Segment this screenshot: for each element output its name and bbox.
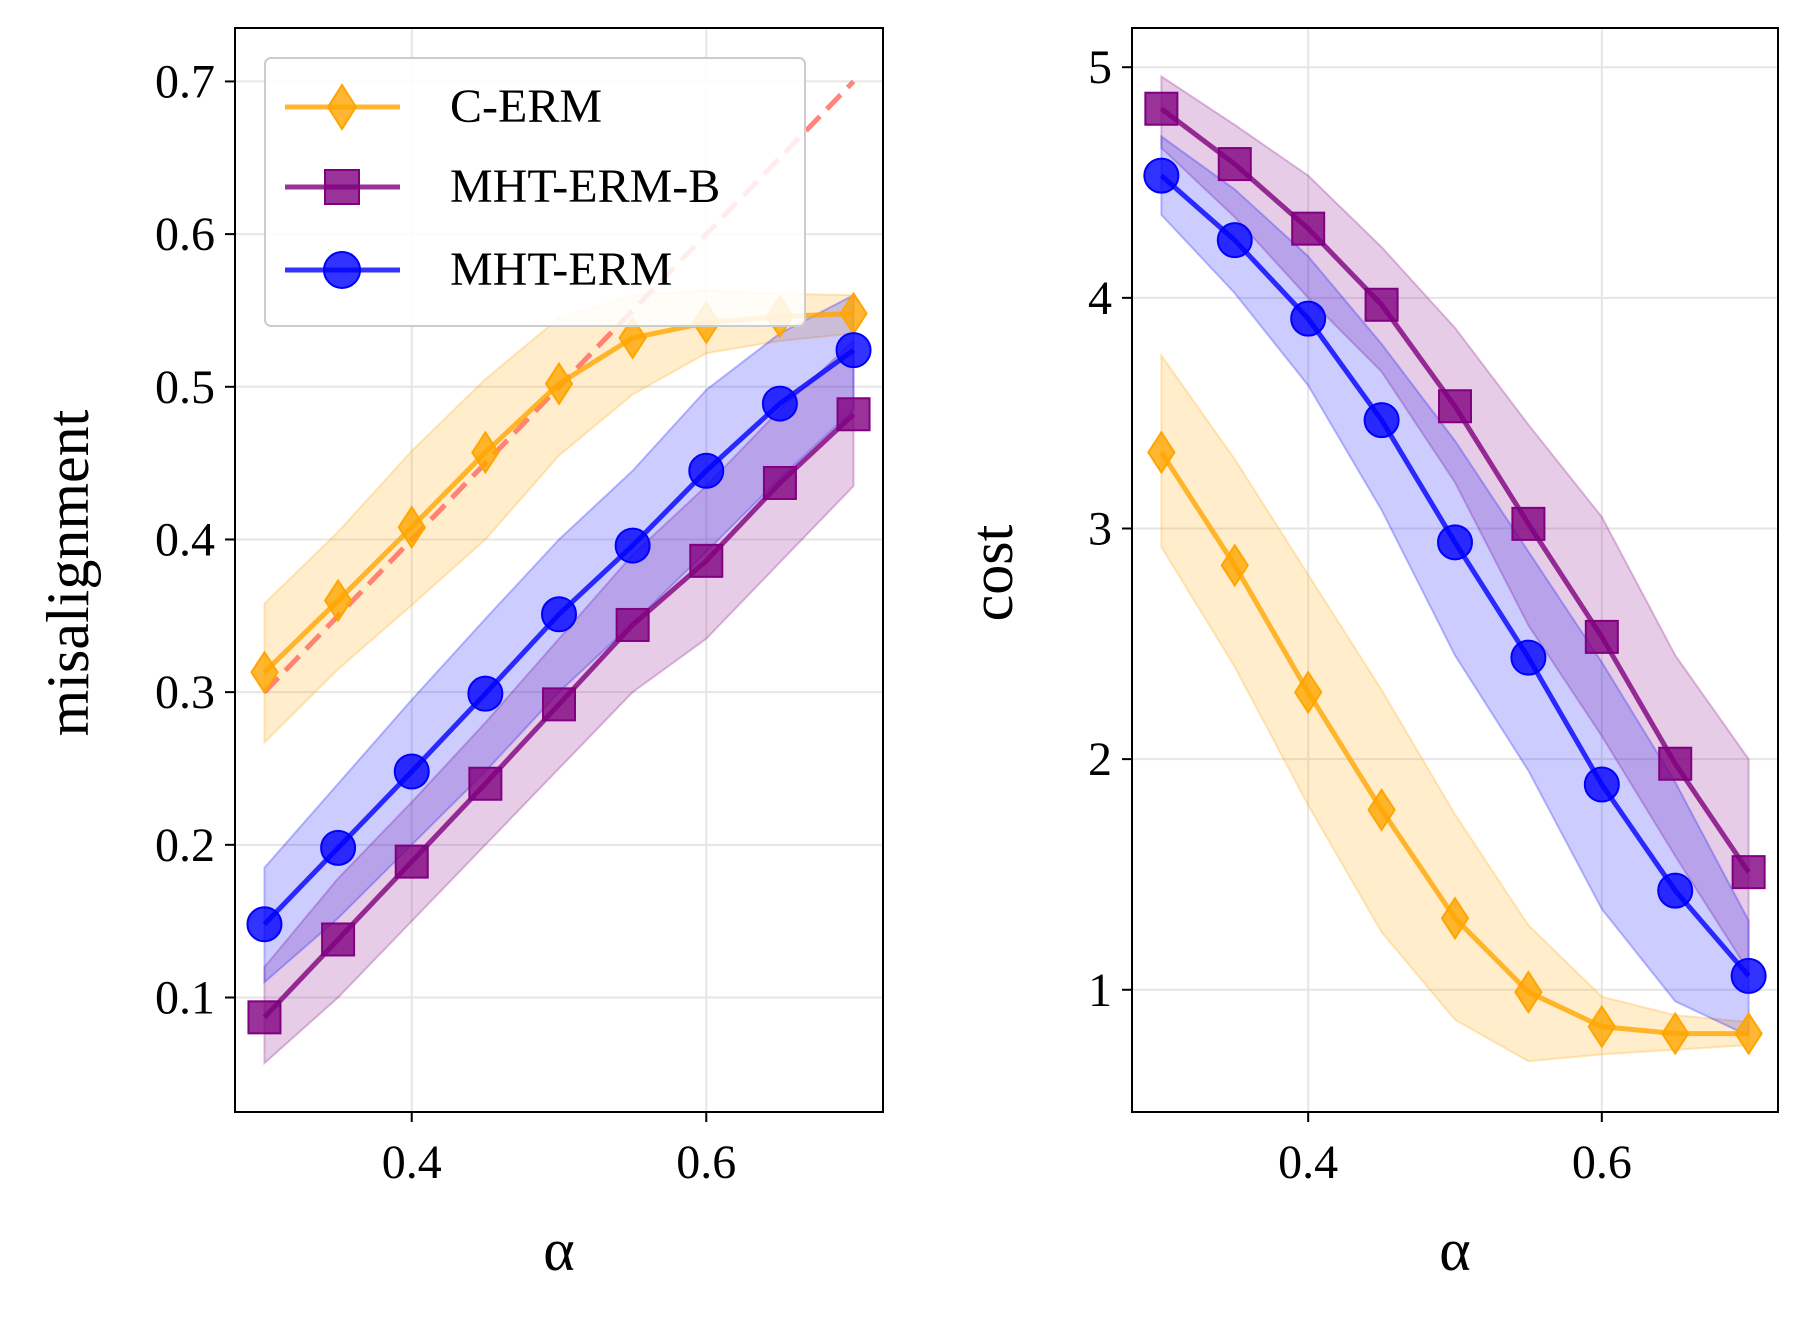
left-point-mht-erm-8 (835, 332, 872, 369)
right-x-axis-label: α (1439, 1217, 1470, 1283)
left-point-mht-erm-3 (467, 675, 504, 712)
right-point-mht-erm-0 (1143, 157, 1180, 194)
right-point-c-erm-4 (1440, 896, 1470, 941)
left-point-mht-erm-6 (688, 452, 725, 489)
left-point-mht-erm-1 (320, 829, 357, 866)
left-point-mht-erm-5 (614, 527, 651, 564)
left-point-mht-erm-b-2 (394, 844, 429, 879)
panel-cost: 0.4 0.6 1 2 3 4 5 α cost (959, 27, 1779, 1283)
right-point-mht-erm-3 (1363, 402, 1400, 439)
right-y-tick-label-1: 2 (1088, 733, 1112, 786)
left-point-mht-erm-b-7 (762, 465, 797, 500)
right-point-c-erm-7 (1661, 1011, 1690, 1056)
left-y-tick-label-5: 0.6 (155, 208, 215, 261)
right-y-tick-label-3: 4 (1088, 272, 1112, 325)
left-point-mht-erm-2 (393, 753, 430, 790)
left-plot-frame (234, 27, 884, 1113)
right-x-tick-label-0: 0.4 (1278, 1136, 1338, 1189)
right-point-c-erm-6 (1587, 1004, 1617, 1049)
left-x-axis-label: α (543, 1217, 574, 1283)
right-y-tick-label-4: 5 (1088, 41, 1112, 94)
right-point-c-erm-0 (1147, 430, 1176, 475)
left-point-c-erm-2 (397, 505, 426, 550)
left-y-tick-label-6: 0.7 (155, 55, 215, 108)
right-point-mht-erm-b-2 (1291, 211, 1326, 246)
right-point-mht-erm-b-8 (1731, 855, 1766, 890)
left-x-tick-label-1: 0.6 (676, 1136, 736, 1189)
right-point-c-erm-5 (1514, 970, 1543, 1014)
right-point-c-erm-2 (1293, 670, 1323, 715)
left-ticks: 0.4 0.6 0.1 0.2 0.3 0.4 0.5 0.6 0.7 (155, 55, 736, 1189)
left-x-tick-label-0: 0.4 (382, 1136, 442, 1189)
right-point-mht-erm-5 (1510, 639, 1547, 676)
left-point-mht-erm-0 (246, 906, 283, 943)
legend-marker-mht-erm-b (324, 169, 360, 205)
left-y-tick-label-1: 0.2 (155, 819, 215, 872)
legend-frame (264, 57, 806, 327)
right-point-mht-erm-b-4 (1438, 389, 1472, 424)
legend-entry-c-erm: C-ERM (285, 80, 602, 133)
left-point-c-erm-3 (471, 430, 500, 475)
right-x-tick-label-1: 0.6 (1572, 1136, 1632, 1189)
right-point-c-erm-1 (1220, 543, 1249, 588)
left-point-mht-erm-b-1 (321, 922, 356, 957)
right-series-markers (1143, 91, 1767, 1056)
right-point-mht-erm-b-5 (1511, 506, 1546, 541)
legend: C-ERM MHT-ERM-B MHT-ERM (264, 57, 806, 327)
panel-misalignment: 0.4 0.6 0.1 0.2 0.3 0.4 0.5 0.6 0.7 α misalignme… (35, 27, 884, 1283)
left-point-mht-erm-b-3 (468, 766, 503, 801)
right-point-c-erm-3 (1367, 788, 1396, 832)
right-point-c-erm-8 (1734, 1011, 1763, 1056)
right-point-mht-erm-7 (1657, 872, 1694, 909)
left-point-c-erm-1 (323, 578, 353, 623)
legend-label-mht-erm-b: MHT-ERM-B (450, 160, 720, 213)
left-point-mht-erm-b-4 (542, 687, 576, 722)
left-point-c-erm-4 (544, 361, 574, 406)
left-y-tick-label-3: 0.4 (155, 513, 215, 566)
left-y-axis-label: misalignment (35, 409, 101, 736)
legend-marker-c-erm (326, 83, 358, 131)
right-point-mht-erm-1 (1216, 222, 1253, 259)
left-point-c-erm-5 (618, 316, 647, 360)
left-y-tick-label-4: 0.5 (155, 361, 215, 414)
right-y-tick-label-0: 1 (1088, 964, 1112, 1017)
right-y-tick-label-2: 3 (1088, 502, 1112, 555)
right-point-mht-erm-2 (1290, 300, 1327, 337)
legend-label-c-erm: C-ERM (450, 80, 602, 133)
right-point-mht-erm-4 (1437, 524, 1473, 561)
right-y-axis-label: cost (959, 524, 1025, 621)
legend-marker-mht-erm (323, 251, 361, 289)
right-point-mht-erm-b-0 (1144, 91, 1179, 126)
left-point-mht-erm-7 (761, 385, 798, 422)
left-point-mht-erm-4 (541, 596, 577, 633)
left-y-tick-label-2: 0.3 (155, 666, 215, 719)
right-ticks: 0.4 0.6 1 2 3 4 5 (1088, 41, 1632, 1189)
right-point-mht-erm-b-3 (1364, 287, 1399, 322)
right-point-mht-erm-6 (1583, 766, 1620, 803)
legend-entry-mht-erm-b: MHT-ERM-B (285, 160, 720, 213)
legend-label-mht-erm: MHT-ERM (450, 243, 672, 296)
legend-entry-mht-erm: MHT-ERM (285, 243, 672, 296)
right-plot-frame (1131, 27, 1779, 1113)
right-point-mht-erm-b-1 (1217, 147, 1252, 182)
left-point-mht-erm-b-8 (836, 397, 871, 432)
left-y-tick-label-0: 0.1 (155, 971, 215, 1024)
left-point-mht-erm-b-6 (689, 543, 724, 578)
right-point-mht-erm-b-7 (1658, 746, 1693, 781)
left-point-c-erm-0 (250, 650, 279, 695)
left-point-mht-erm-b-5 (615, 607, 650, 642)
right-point-mht-erm-b-6 (1584, 619, 1619, 654)
left-point-mht-erm-b-0 (247, 1000, 282, 1035)
right-point-mht-erm-8 (1730, 957, 1767, 994)
